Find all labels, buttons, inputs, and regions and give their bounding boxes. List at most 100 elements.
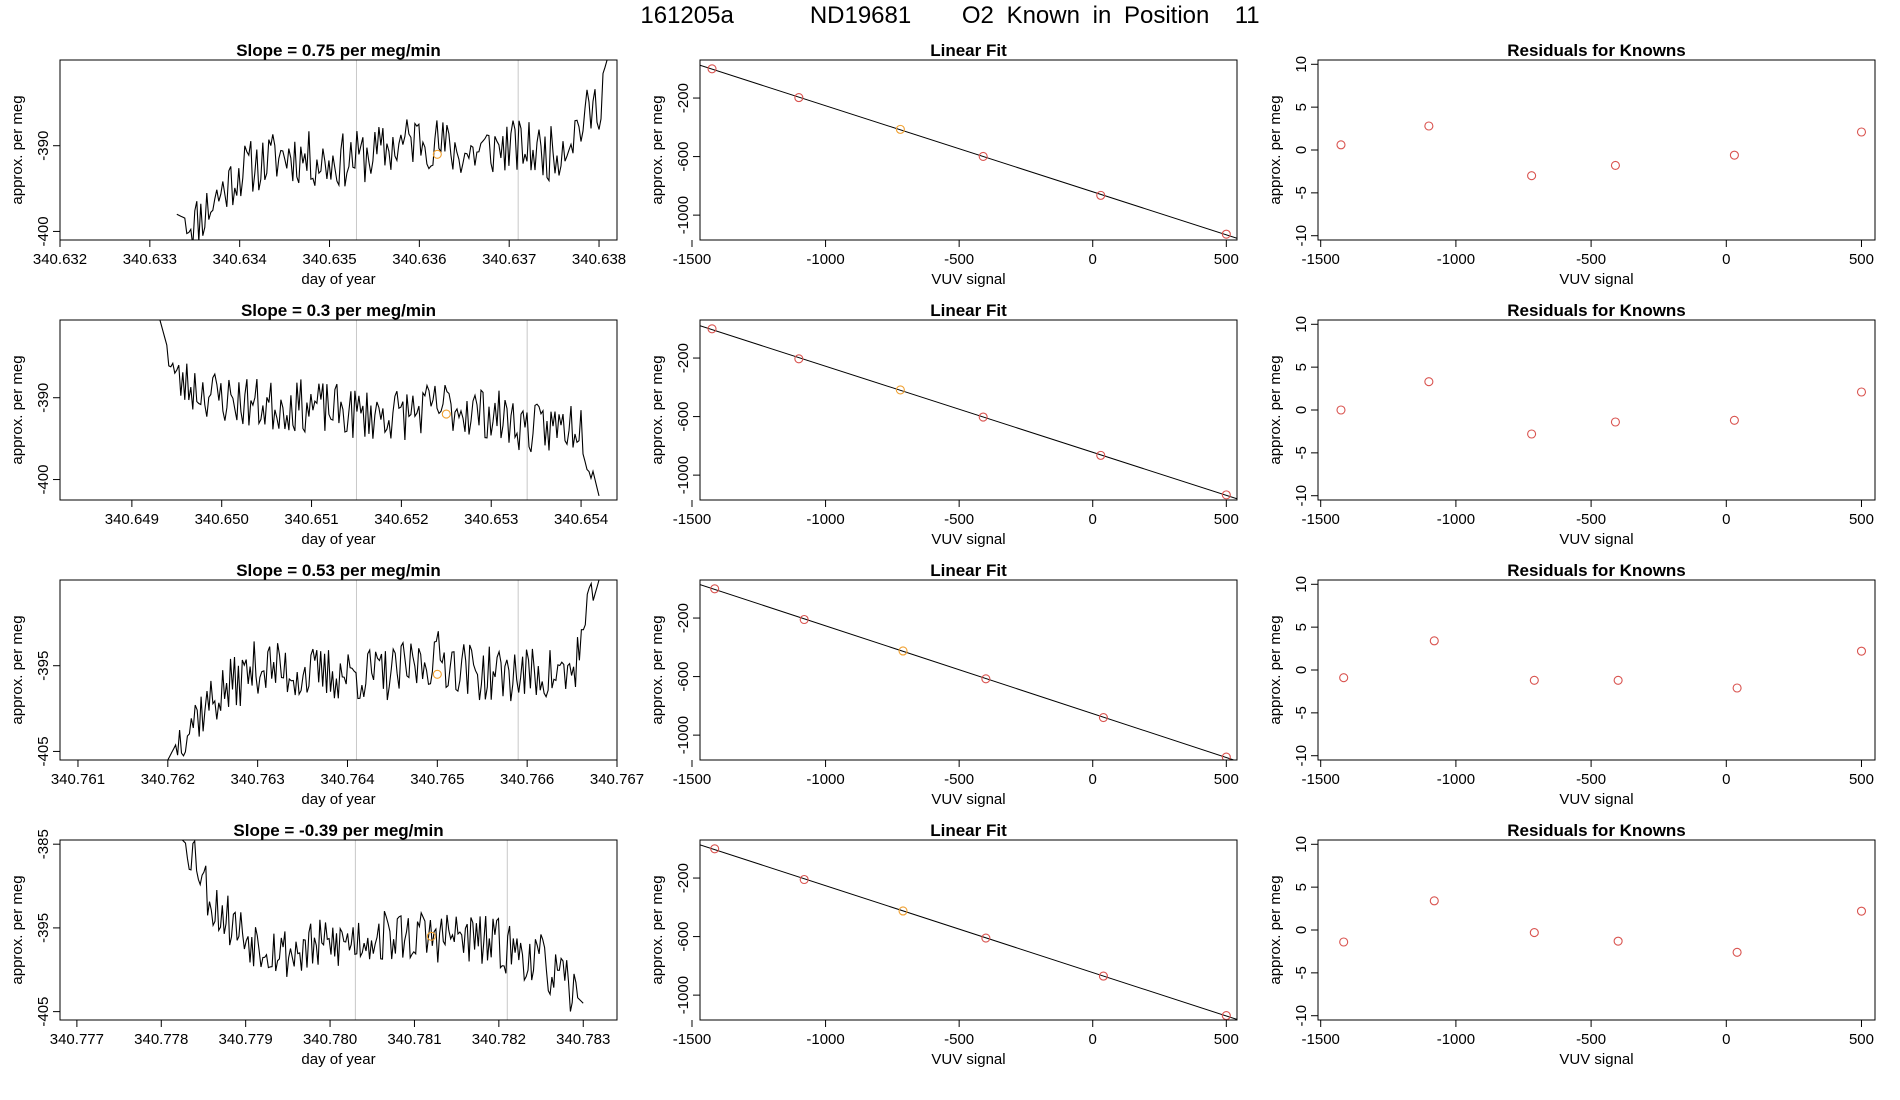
data-point	[1856, 906, 1867, 916]
x-tick-label: -1500	[673, 1031, 711, 1048]
panel-4-1: Slope = -0.39 per meg/min 340.777 340.778 3…	[9, 821, 618, 1068]
panel-3-3: Residuals for Knowns -1500 -1000 -500 0 500 -1…	[1267, 561, 1876, 808]
fit-line	[700, 844, 1237, 1020]
plot-frame	[59, 579, 618, 761]
data-point	[1336, 405, 1346, 415]
y-axis-label: approx. per meg	[1267, 95, 1284, 204]
fit-line	[700, 325, 1237, 500]
x-tick-label: -500	[1576, 511, 1606, 528]
plot-area	[700, 584, 1236, 760]
data-point	[710, 844, 720, 854]
fit-line	[700, 64, 1237, 239]
x-tick-label: 340.650	[195, 511, 249, 528]
panel-title: Residuals for Knowns	[1507, 301, 1686, 320]
panel-title: Slope = 0.75 per meg/min	[236, 41, 441, 60]
x-tick-label: -500	[1576, 1031, 1606, 1048]
x-tick-label: -1500	[1302, 251, 1340, 268]
x-tick-label: 340.765	[410, 771, 464, 788]
y-axis-label: approx. per meg	[9, 95, 26, 204]
y-axis-label: approx. per meg	[9, 615, 26, 724]
plot-area	[700, 844, 1237, 1020]
panel-2-3: Residuals for Knowns -1500 -1000 -500 0 500 -1…	[1267, 301, 1876, 548]
x-tick-label: -500	[1576, 771, 1606, 788]
x-tick-label: -1500	[1302, 1031, 1340, 1048]
data-trace	[167, 580, 600, 760]
data-point	[707, 64, 717, 74]
x-axis-label: day of year	[301, 791, 375, 808]
x-axis-label: day of year	[301, 531, 375, 548]
x-tick-label: 340.651	[284, 511, 338, 528]
panel-title: Linear Fit	[930, 821, 1007, 840]
data-point	[981, 933, 991, 943]
y-axis-label: approx. per meg	[1267, 615, 1284, 724]
y-tick-label: 5	[1293, 883, 1310, 891]
y-tick-label: 5	[1293, 623, 1310, 631]
data-point	[1429, 636, 1439, 646]
data-point	[707, 324, 717, 334]
x-tick-label: 340.632	[33, 251, 87, 268]
y-tick-label: 0	[1293, 146, 1310, 154]
plot-frame	[1317, 319, 1876, 501]
x-tick-label: 340.634	[213, 251, 267, 268]
data-point	[1527, 171, 1537, 181]
panel-title: Linear Fit	[930, 41, 1007, 60]
y-tick-label: -1000	[675, 456, 692, 494]
y-tick-label: -405	[35, 997, 52, 1027]
y-tick-label: -390	[35, 383, 52, 413]
data-point	[1424, 377, 1434, 387]
x-tick-label: 500	[1214, 251, 1239, 268]
y-axis-label: approx. per meg	[1267, 355, 1284, 464]
x-tick-label: 0	[1722, 251, 1730, 268]
x-tick-label: -1000	[1437, 771, 1475, 788]
x-axis-label: VUV signal	[1559, 791, 1633, 808]
plot-area	[167, 580, 600, 760]
x-axis-label: VUV signal	[931, 791, 1005, 808]
data-point	[1610, 417, 1620, 427]
x-tick-label: 500	[1849, 1031, 1874, 1048]
x-tick-label: -1000	[806, 511, 844, 528]
data-point	[1096, 190, 1106, 200]
x-tick-label: 500	[1214, 771, 1239, 788]
y-tick-label: -1000	[675, 196, 692, 234]
plot-area	[1339, 896, 1867, 957]
plot-frame	[1317, 59, 1876, 241]
x-tick-label: 500	[1849, 511, 1874, 528]
x-tick-label: -1500	[673, 771, 711, 788]
y-tick-label: -5	[1293, 966, 1310, 979]
x-tick-label: -1000	[806, 251, 844, 268]
data-point	[1424, 121, 1434, 131]
y-tick-label: 10	[1293, 836, 1310, 853]
x-axis-label: VUV signal	[1559, 1051, 1633, 1068]
plot-frame	[59, 319, 618, 501]
y-axis-label: approx. per meg	[9, 355, 26, 464]
x-tick-label: 340.637	[482, 251, 536, 268]
panel-title: Slope = 0.3 per meg/min	[241, 301, 436, 320]
y-tick-label: -600	[675, 662, 692, 692]
panel-1-2: Linear Fit -1500 -1000 -500 0 500 -1000 -600 -20…	[649, 41, 1239, 288]
panel-title: Linear Fit	[930, 301, 1007, 320]
plot-area	[1339, 636, 1867, 693]
x-tick-label: -1500	[673, 511, 711, 528]
panel-title: Linear Fit	[930, 561, 1007, 580]
plot-area	[1336, 377, 1867, 439]
highlight-point	[432, 149, 442, 159]
panel-4-3: Residuals for Knowns -1500 -1000 -500 0 500 -1…	[1267, 821, 1876, 1068]
data-point	[1221, 752, 1231, 760]
data-point	[1613, 936, 1623, 946]
x-tick-label: 500	[1214, 1031, 1239, 1048]
x-tick-label: 340.766	[500, 771, 554, 788]
data-point	[799, 874, 809, 885]
data-point	[1729, 150, 1739, 160]
x-tick-label: 340.781	[387, 1031, 441, 1048]
y-axis-label: approx. per meg	[649, 355, 666, 464]
y-tick-label: -600	[675, 142, 692, 172]
y-tick-label: -400	[35, 216, 52, 246]
x-tick-label: -500	[944, 771, 974, 788]
x-tick-label: 0	[1089, 251, 1097, 268]
x-axis-label: VUV signal	[1559, 271, 1633, 288]
plot-area	[1336, 121, 1867, 181]
y-tick-label: 10	[1293, 316, 1310, 333]
plot-frame	[59, 839, 618, 1021]
x-tick-label: 340.783	[556, 1031, 610, 1048]
panel-2-1: Slope = 0.3 per meg/min 340.649 340.650 340…	[9, 301, 618, 548]
